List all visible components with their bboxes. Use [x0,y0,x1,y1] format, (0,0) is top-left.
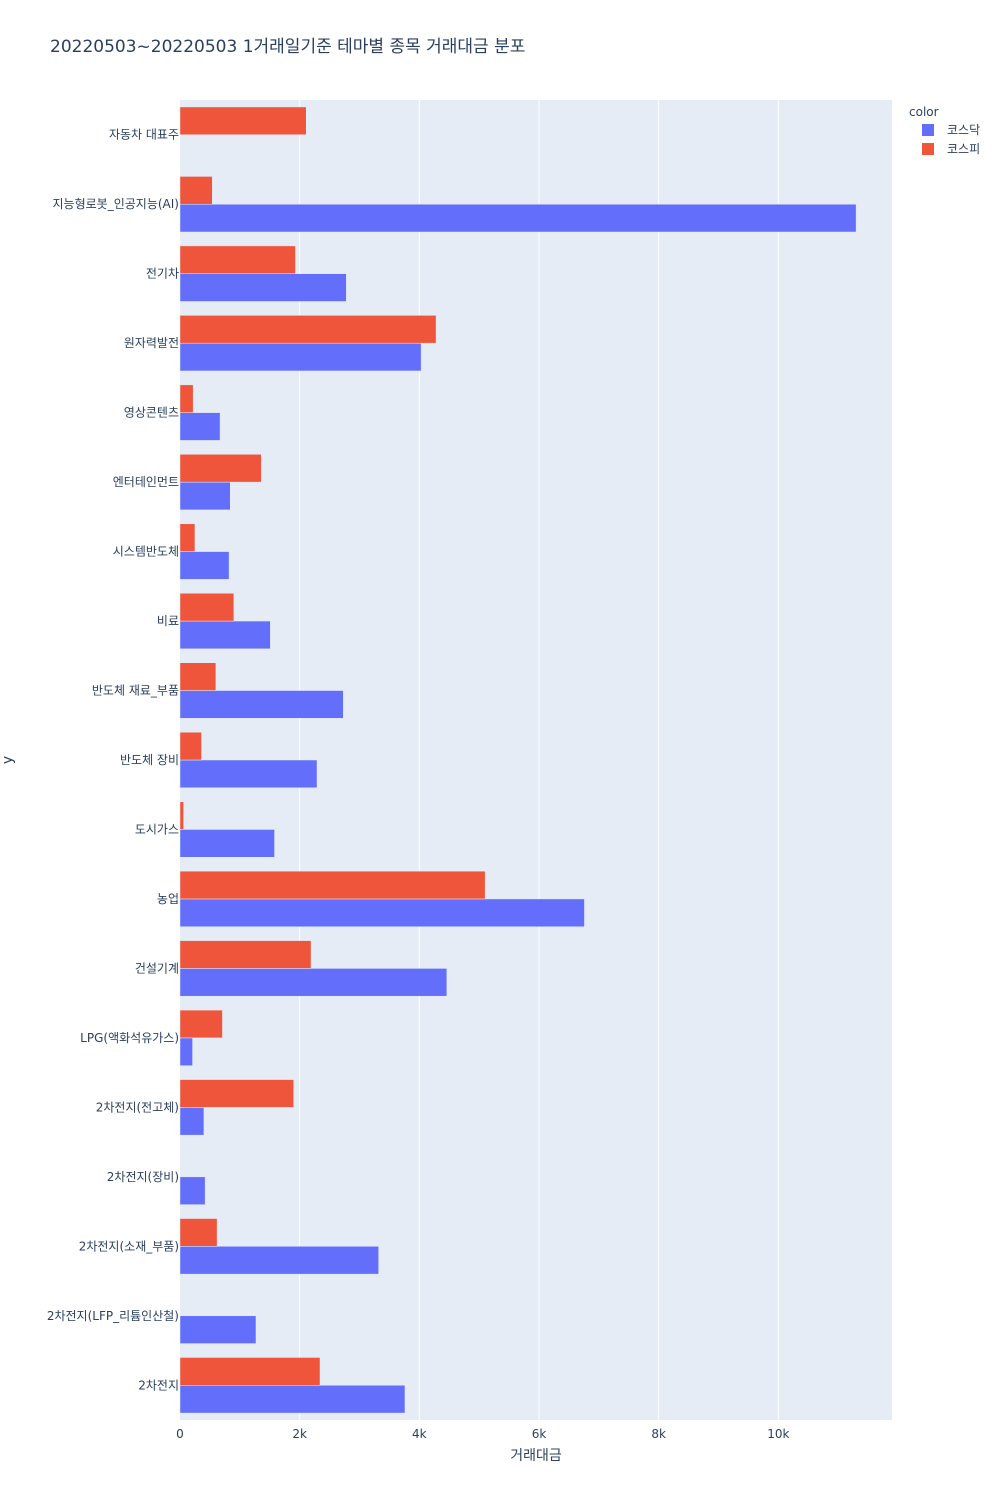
bar-kosdaq [179,203,857,233]
category-label: 전기차 [146,267,179,281]
bar-kosdaq [179,620,271,650]
bar-kosdaq [179,759,318,789]
bar-kosdaq [179,342,422,372]
bar-kospi [179,454,262,483]
bar-kosdaq [179,273,347,302]
category-label: 반도체 재료_부품 [92,684,179,698]
bar-kospi [179,106,307,135]
bar-kosdaq [179,968,448,997]
x-tick-labels: 0 2k 4k 6k 8k 10k [176,1427,789,1441]
bar-kospi [179,731,202,761]
bar-kospi [179,662,217,691]
x-tick-label: 4k [412,1427,427,1441]
bar-kosdaq [179,898,585,927]
bar-kospi [179,245,296,274]
category-label: 2차전지(장비) [107,1170,179,1184]
bar-kosdaq [179,1176,206,1205]
bar-kosdaq [179,1037,193,1066]
legend-item-label[interactable]: 코스피 [947,142,980,156]
x-axis-title: 거래대금 [510,1448,562,1464]
bar-kosdaq [179,1385,406,1414]
category-label: 2차전지(전고체) [96,1100,179,1114]
x-tick-label: 2k [292,1427,307,1441]
legend-item-label[interactable]: 코스닥 [947,123,980,137]
category-label: 2차전지 [138,1378,179,1392]
bar-kosdaq [179,412,221,441]
bar-kospi [179,1079,294,1108]
category-label: 2차전지(소재_부품) [79,1239,179,1253]
bar-kospi [179,1009,223,1039]
bar-kosdaq [179,1246,379,1275]
x-tick-label: 0 [176,1427,184,1441]
y-axis-title: y [0,756,16,764]
bars [179,106,857,1414]
category-label: 도시가스 [135,822,179,836]
category-label: 영상콘텐츠 [124,406,179,420]
x-tick-label: 10k [767,1427,789,1441]
category-label: 건설기계 [135,961,179,975]
x-tick-label: 8k [651,1427,666,1441]
bar-kospi [179,384,194,413]
bar-kosdaq [179,481,231,511]
category-label: 농업 [157,892,179,906]
bar-kosdaq [179,829,275,858]
bar-kospi [179,315,437,344]
bar-kosdaq [179,551,230,580]
category-label: 지능형로봇_인공지능(AI) [53,197,179,211]
bar-kospi [179,523,196,552]
category-label: 비료 [157,614,179,628]
bar-kospi [179,870,486,900]
bar-kospi [179,1218,218,1247]
bar-kospi [179,593,235,622]
legend-swatch [922,143,934,155]
category-label: 반도체 장비 [120,753,179,767]
category-label: 자동차 대표주 [109,128,179,142]
bar-kospi [179,801,184,830]
bar-kosdaq [179,1107,205,1136]
x-tick-label: 6k [532,1427,547,1441]
category-label: LPG(액화석유가스) [80,1031,179,1045]
category-label: 원자력발전 [124,336,179,350]
category-label: 시스템반도체 [113,545,179,559]
category-label: 2차전지(LFP_리튬인산철) [47,1309,179,1323]
bar-kosdaq [179,690,344,719]
bar-kosdaq [179,1315,257,1344]
category-label: 엔터테인먼트 [113,475,179,489]
bar-kospi [179,1357,321,1386]
chart-title: 20220503~20220503 1거래일기준 테마별 종목 거래대금 분포 [50,37,526,57]
legend-title: color [909,105,939,119]
legend-swatch [922,124,934,136]
bar-kospi [179,940,312,969]
bar-kospi [179,176,213,205]
